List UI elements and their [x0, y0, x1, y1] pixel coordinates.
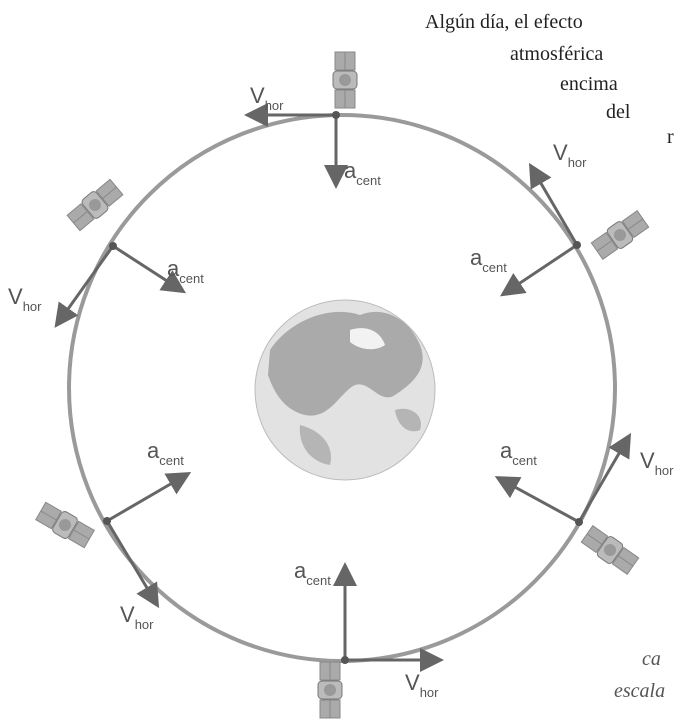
subscript: cent — [512, 453, 537, 468]
velocity-label: Vhor — [405, 670, 439, 700]
acceleration-arrow — [494, 476, 580, 524]
arrows — [54, 103, 632, 672]
velocity-arrow — [577, 432, 632, 523]
acceleration-label: acent — [167, 256, 204, 286]
symbol: a — [500, 438, 513, 463]
subscript: cent — [306, 573, 331, 588]
subscript: hor — [568, 155, 587, 170]
subscript: cent — [179, 271, 204, 286]
text-fragment: encima — [560, 73, 618, 95]
subscript: hor — [655, 463, 674, 478]
symbol: a — [294, 558, 307, 583]
symbol: V — [120, 602, 135, 627]
subscript: cent — [159, 453, 184, 468]
acceleration-arrow — [500, 243, 578, 297]
text-fragment: r — [667, 126, 674, 148]
orbit-points — [103, 111, 583, 664]
symbol: a — [470, 245, 483, 270]
symbol: V — [405, 670, 420, 695]
subscript: hor — [135, 617, 154, 632]
subscript: cent — [356, 173, 381, 188]
velocity-label: Vhor — [120, 602, 154, 632]
symbol: V — [250, 83, 265, 108]
acceleration-label: acent — [147, 438, 184, 468]
symbol: V — [8, 284, 23, 309]
velocity-label: Vhor — [640, 448, 674, 478]
acceleration-label: acent — [344, 158, 381, 188]
velocity-arrow — [528, 162, 579, 246]
symbol: a — [167, 256, 180, 281]
symbol: a — [344, 158, 357, 183]
subscript: cent — [482, 260, 507, 275]
labels: VhoracentVhoracentVhoracentVhoracentVhor… — [8, 83, 674, 700]
acceleration-arrow — [112, 244, 187, 294]
velocity-arrow — [105, 520, 160, 609]
velocity-label: Vhor — [250, 83, 284, 113]
earth — [254, 299, 436, 481]
velocity-label: Vhor — [553, 140, 587, 170]
velocity-label: Vhor — [8, 284, 42, 314]
text-fragment: atmosférica — [510, 43, 603, 65]
text-fragment: ca — [642, 648, 661, 670]
subscript: hor — [23, 299, 42, 314]
symbol: V — [553, 140, 568, 165]
text-fragment: escala — [614, 680, 665, 702]
acceleration-arrow — [106, 471, 192, 523]
acceleration-label: acent — [294, 558, 331, 588]
text-fragment: Algún día, el efecto — [425, 11, 583, 33]
acceleration-label: acent — [500, 438, 537, 468]
symbol: a — [147, 438, 160, 463]
text-bottom: ca escala — [614, 648, 665, 702]
subscript: hor — [420, 685, 439, 700]
text-top: Algún día, el efecto atmosférica encima … — [425, 11, 674, 148]
subscript: hor — [265, 98, 284, 113]
symbol: V — [640, 448, 655, 473]
text-fragment: del — [606, 101, 631, 123]
acceleration-label: acent — [470, 245, 507, 275]
velocity-arrow — [54, 245, 115, 328]
